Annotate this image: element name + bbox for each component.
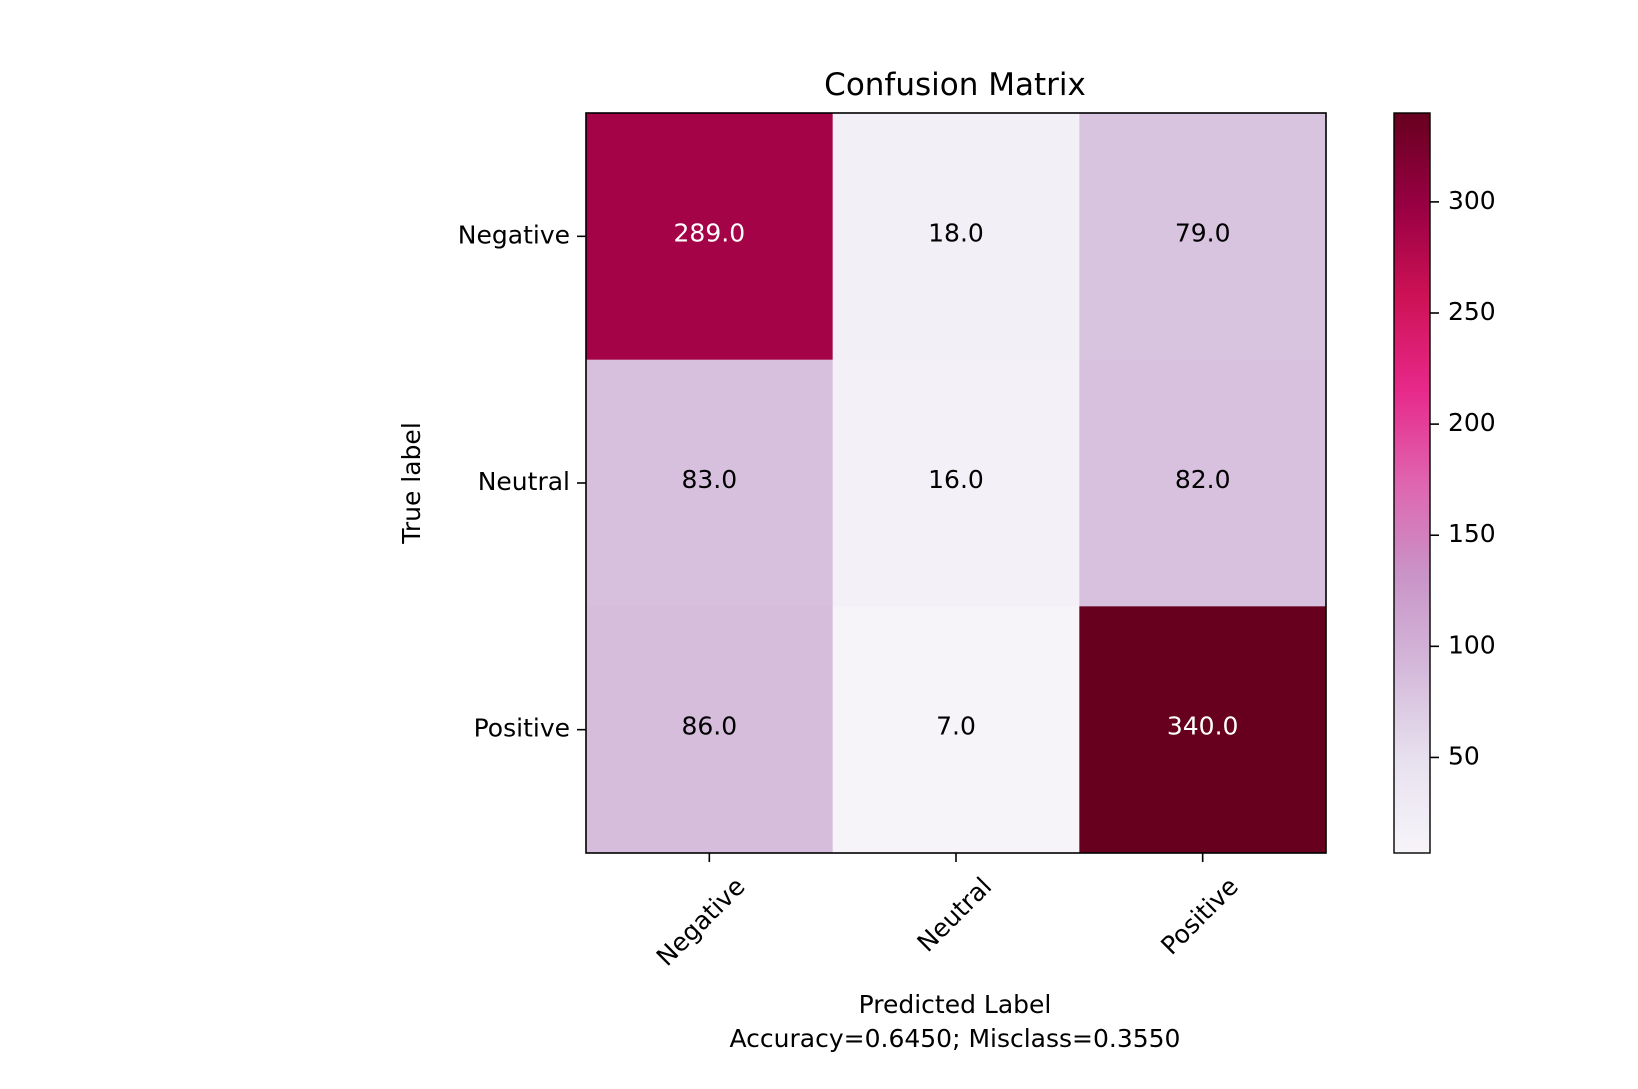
- cell-value-labels: 289.0 18.0 79.0 83.0 16.0 82.0 86.0 7.0 340.0: [674, 218, 1239, 740]
- heatmap-cell-positive-neutral: [832, 606, 1080, 854]
- cell-value-label: 7.0: [936, 712, 976, 741]
- cell-value-label: 340.0: [1167, 712, 1239, 741]
- heatmap-cell-positive-negative: [586, 606, 834, 854]
- cell-value-label: 83.0: [681, 465, 737, 494]
- heatmap-cell-neutral-negative: [586, 359, 834, 607]
- colorbar-ticks: 50 100 150 200 250 300: [1430, 186, 1496, 770]
- colorbar-tick-label: 200: [1448, 408, 1496, 437]
- heatmap-cell-neutral-neutral: [832, 359, 1080, 607]
- cell-value-label: 86.0: [681, 712, 737, 741]
- x-tick-label: Negative: [651, 872, 751, 972]
- colorbar-tick-label: 300: [1448, 186, 1496, 215]
- heatmap-cell-neutral-positive: [1079, 359, 1327, 607]
- cell-value-label: 82.0: [1175, 465, 1231, 494]
- cell-value-label: 289.0: [674, 218, 746, 247]
- heatmap-cell-negative-neutral: [832, 113, 1080, 361]
- cell-value-label: 79.0: [1175, 218, 1231, 247]
- cell-value-label: 16.0: [928, 465, 984, 494]
- heatmap-cell-negative-negative: [586, 113, 834, 361]
- x-tick-label: Neutral: [911, 872, 997, 958]
- heatmap-cell-negative-positive: [1079, 113, 1327, 361]
- x-axis-label: Predicted Label: [859, 990, 1052, 1019]
- chart-title: Confusion Matrix: [824, 67, 1086, 103]
- colorbar-tick-label: 100: [1448, 630, 1496, 659]
- y-tick-label: Neutral: [478, 467, 570, 496]
- y-tick-label: Positive: [474, 714, 570, 743]
- y-tick-label: Negative: [458, 220, 570, 249]
- y-axis-label: True label: [397, 422, 426, 545]
- heatmap-cell-positive-positive: [1079, 606, 1327, 854]
- colorbar-tick-label: 250: [1448, 297, 1496, 326]
- x-tick-label: Positive: [1155, 872, 1244, 961]
- accuracy-summary: Accuracy=0.6450; Misclass=0.3550: [730, 1024, 1181, 1053]
- heatmap-cells: [586, 113, 1327, 854]
- colorbar: [1393, 112, 1431, 854]
- cell-value-label: 18.0: [928, 218, 984, 247]
- colorbar-tick-label: 150: [1448, 519, 1496, 548]
- x-axis-ticks: Negative Neutral Positive: [651, 853, 1244, 972]
- colorbar-tick-label: 50: [1448, 741, 1480, 770]
- y-axis-ticks: Negative Neutral Positive: [458, 220, 586, 743]
